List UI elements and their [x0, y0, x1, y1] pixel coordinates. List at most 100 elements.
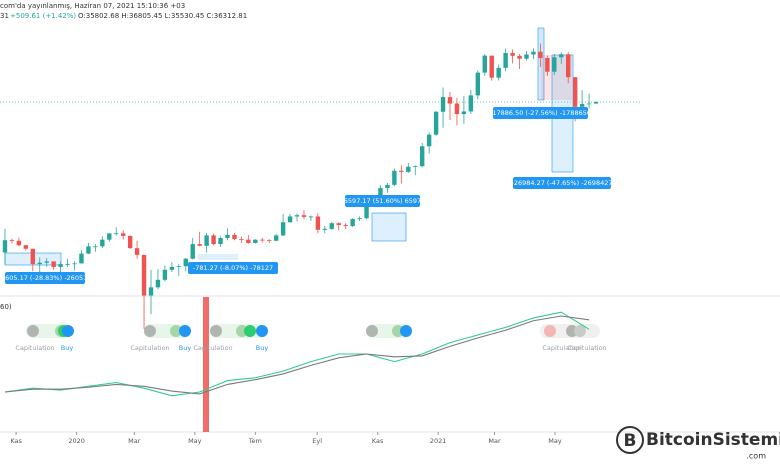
candle-body [197, 244, 202, 246]
x-tick-label: 2020 [68, 437, 85, 445]
candle-body [552, 57, 557, 72]
candle-body [329, 223, 334, 229]
candle-body [572, 77, 578, 107]
candle-body [273, 235, 279, 241]
candle-body [65, 264, 70, 265]
candle-body [350, 219, 355, 226]
signal-label: Buy [179, 344, 192, 352]
capitulation-band [203, 297, 209, 432]
watermark-domain: .com [746, 452, 766, 461]
candle-body [294, 215, 300, 217]
signal-label: Buy [61, 344, 74, 352]
measure-box [371, 212, 407, 242]
x-tick-label: Tem [248, 437, 262, 445]
candle-body [475, 72, 481, 96]
candle-body [218, 238, 223, 245]
candle-body [162, 269, 168, 280]
measure-label: 6597.17 (51.60%) 6597 [344, 197, 421, 205]
candle-body [531, 51, 536, 55]
candle-body [357, 218, 362, 220]
candle-body [23, 245, 29, 249]
x-tick-label: Eyl [312, 437, 322, 445]
candle-body [169, 266, 175, 270]
measure-label: -17886.50 (-27.56%) -1788650 [490, 109, 591, 117]
signal-label: Capitulation [15, 344, 54, 352]
candle-body [176, 266, 182, 268]
candle-body [239, 239, 244, 240]
candle-body [280, 222, 286, 236]
measure-label-bg [188, 262, 278, 274]
candle-body [517, 55, 522, 59]
candle-body [586, 103, 592, 105]
signal-label: Capitulation [567, 344, 606, 352]
indicator-title: 60) [0, 303, 12, 311]
signal-dots [26, 324, 600, 338]
measure-box [198, 254, 238, 260]
candle-body [79, 253, 84, 264]
candle-body [44, 261, 49, 263]
candle-body [454, 103, 460, 115]
signal-label: Capitulation [193, 344, 232, 352]
watermark-name: BitcoinSistemi [646, 430, 780, 450]
header-title: com'da yayınlanmış, Haziran 07, 2021 15:… [0, 2, 185, 10]
candle-body [461, 111, 467, 115]
legend-change: +509.61 (+1.42%) [10, 12, 76, 20]
candle-body [468, 95, 474, 112]
signal-label: Capitulation [130, 344, 169, 352]
x-tick-label: Kas [372, 437, 384, 445]
candle-body [315, 216, 321, 230]
candle-body [287, 216, 293, 223]
candle-body [336, 223, 341, 226]
measure-label: -781.27 (-8.07%) -78127 [193, 264, 273, 272]
legend-prefix: 31 [0, 12, 9, 20]
candle-body [364, 205, 369, 219]
candle-body [183, 258, 188, 267]
watermark-logo: B [616, 426, 644, 454]
x-tick-label: May [548, 437, 562, 445]
candle-body [566, 54, 571, 78]
measure-label-bg [345, 195, 420, 207]
indicator-line [4, 315, 590, 395]
candle-body [579, 103, 585, 107]
signal-label: Capitulation [542, 344, 581, 352]
candle-body [385, 184, 390, 189]
x-tick-label: Mar [128, 437, 141, 445]
candle-body [440, 97, 446, 112]
candle-body [232, 234, 237, 240]
candle-body [141, 254, 147, 296]
candle-body [51, 261, 56, 267]
signal-label: Buy [256, 344, 269, 352]
candle-body [211, 235, 216, 245]
candle-body [510, 52, 515, 56]
candle-body [559, 54, 564, 58]
legend-ohlc: O:35802.68 H:36805.45 L:35530.45 C:36312… [78, 12, 247, 20]
measure-label-bg [5, 272, 85, 284]
candle-body [433, 111, 439, 135]
candle-body [253, 239, 258, 243]
candle-body [426, 134, 432, 147]
candle-body [545, 58, 550, 72]
candle-body [30, 248, 35, 265]
candle-body [246, 239, 251, 243]
candle-body [37, 262, 42, 265]
candle-body [120, 233, 126, 236]
measure-box [537, 27, 545, 101]
candle-body [447, 97, 453, 104]
measure-label-bg [493, 107, 588, 119]
candle-body [114, 233, 119, 235]
candle-body [322, 228, 328, 230]
candle-body [524, 54, 529, 59]
x-tick-label: Mar [488, 437, 501, 445]
candle-body [225, 234, 230, 239]
candle-body [204, 235, 209, 246]
svg-text:B: B [624, 431, 637, 451]
candle-body [593, 102, 599, 104]
candle-body [9, 240, 15, 242]
candle-body [260, 239, 265, 241]
candle-body [413, 166, 418, 167]
indicator-line [4, 311, 590, 397]
measure-label-bg [513, 177, 611, 189]
candle-body [93, 246, 98, 248]
candle-body [538, 51, 543, 59]
